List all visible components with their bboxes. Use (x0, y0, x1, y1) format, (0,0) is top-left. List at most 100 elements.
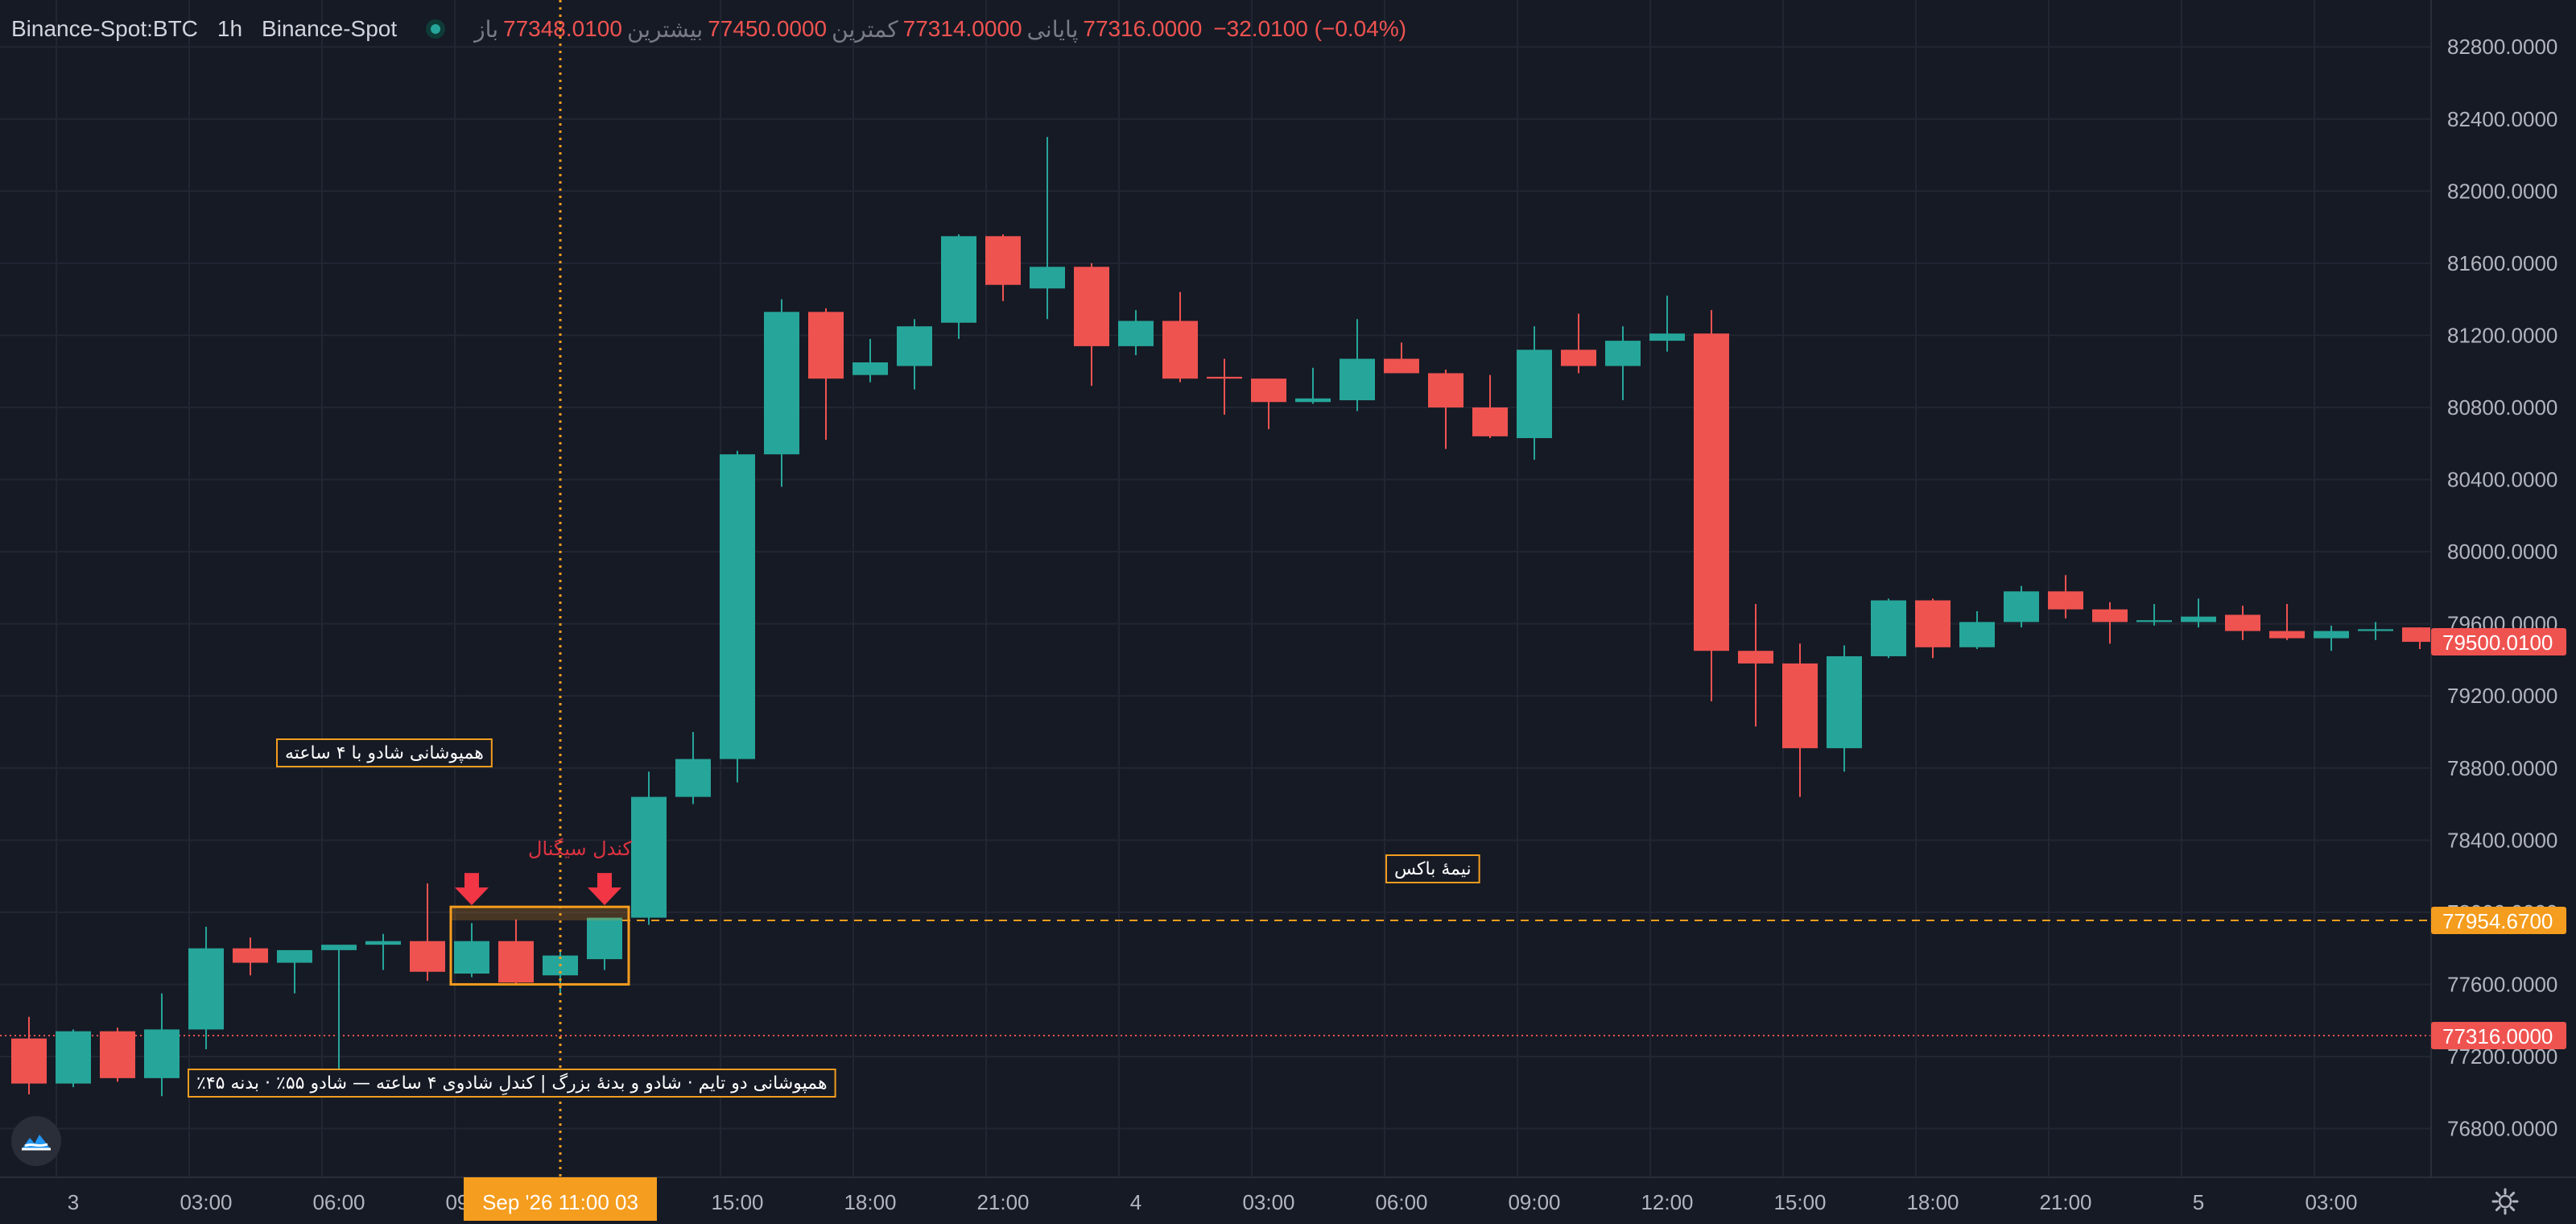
time-tick-label: 21:00 (2039, 1190, 2091, 1214)
time-tick-label: 18:00 (844, 1190, 896, 1214)
candle-body (1782, 663, 1818, 749)
candle (587, 917, 622, 970)
high-label: بیشترین (626, 16, 704, 42)
last-price-badge: 79500.0100 (2442, 631, 2553, 655)
candle-body (2358, 629, 2393, 631)
exchange-name: Binance-Spot (262, 16, 398, 41)
candle-body (2004, 591, 2039, 622)
time-tick-label: 15:00 (711, 1190, 763, 1214)
signal-arrow-icon (588, 873, 621, 906)
candle (720, 450, 755, 783)
candle-body (1118, 320, 1154, 346)
candle-body (2181, 616, 2216, 622)
candle (2358, 622, 2393, 640)
price-tick-label: 81200.0000 (2447, 323, 2557, 347)
candle-body (587, 917, 622, 960)
candle-body (1915, 600, 1951, 647)
candle (1162, 292, 1198, 382)
symbol-name[interactable]: Binance-Spot:BTC (11, 16, 198, 41)
candle-body (1162, 320, 1198, 379)
candle-body (1295, 398, 1331, 403)
candle-body (720, 454, 755, 759)
time-tick-label: 12:00 (1641, 1190, 1693, 1214)
timeframe-label[interactable]: 1h (217, 16, 243, 41)
candle (1340, 319, 1375, 411)
candle-body (1472, 407, 1508, 436)
candle-body (1030, 267, 1065, 289)
candle-body (1384, 358, 1419, 374)
candle-body (2048, 591, 2083, 610)
candle (675, 731, 711, 804)
candle (11, 1016, 47, 1095)
candle (2269, 604, 2305, 640)
time-tick-label: 06:00 (1375, 1190, 1427, 1214)
candle (1782, 643, 1818, 797)
price-levels (0, 920, 2431, 1037)
candle-body (321, 945, 357, 950)
change-value: −32.0100 (−0.04%) (1213, 16, 1407, 41)
candle-body (808, 312, 844, 379)
box-upper-half (451, 907, 629, 921)
candle-body (365, 941, 401, 945)
price-tick-label: 76800.0000 (2447, 1117, 2557, 1141)
price-tick-label: 82000.0000 (2447, 179, 2557, 203)
candle (1384, 342, 1419, 374)
candle (365, 933, 401, 970)
candle (1959, 610, 1995, 650)
candle (1517, 326, 1552, 460)
candle-body (1517, 349, 1552, 439)
candle-body (498, 941, 534, 983)
candle (2004, 585, 2039, 628)
candle (2225, 606, 2260, 640)
chart-grid (0, 0, 2431, 1177)
candle (1605, 326, 1641, 401)
market-status-icon (426, 19, 446, 39)
candle-body (56, 1031, 91, 1084)
price-axis-bg (2431, 0, 2576, 1224)
candle (808, 308, 844, 440)
candle (2048, 575, 2083, 618)
candle (410, 883, 445, 981)
time-axis-bg (0, 1177, 2576, 1224)
open-label: باز (474, 16, 499, 42)
candle-body (1561, 349, 1596, 366)
candle-body (2314, 631, 2349, 639)
half-box-label-frame (1385, 854, 1480, 883)
time-tick-label: 03:00 (2305, 1190, 2357, 1214)
close-label: پایانی (1026, 16, 1079, 42)
candle (2092, 602, 2128, 644)
candle (1561, 313, 1596, 374)
candle-body (2136, 620, 2172, 622)
candle (1428, 369, 1463, 449)
logo-icon[interactable] (11, 1116, 61, 1166)
candle-body (100, 1031, 135, 1078)
candle (852, 338, 888, 382)
candle-body (277, 949, 312, 963)
time-tick-label: 06:00 (312, 1190, 365, 1214)
price-tick-label: 81600.0000 (2447, 251, 2557, 275)
box-level-badge: 77954.6700 (2442, 909, 2553, 933)
candle (2181, 598, 2216, 628)
candle-body (2269, 631, 2305, 639)
candle-body (11, 1038, 47, 1084)
settings-gear-icon[interactable] (2491, 1187, 2520, 1216)
candle-body (985, 236, 1021, 285)
candle-body (1074, 267, 1109, 346)
candle-body (1207, 376, 1242, 379)
candle-body (410, 941, 445, 972)
candle-series (11, 137, 2438, 1097)
high-value: 77450.0000 (708, 16, 828, 41)
candle-body (1871, 600, 1906, 656)
price-tick-label: 80400.0000 (2447, 468, 2557, 492)
summary-label: ٪همپوشانی دو تایم · شادو و بدنهٔ بزرگ | … (196, 1073, 828, 1096)
crosshair-time-badge-bg (464, 1177, 657, 1221)
candle-body (1959, 622, 1995, 647)
open-value: 77348.0100 (503, 16, 622, 41)
box-level-badge-bg (2431, 907, 2566, 935)
price-tick-label: 80800.0000 (2447, 395, 2557, 420)
overlap-4h-label-frame (276, 738, 493, 767)
candle (100, 1028, 135, 1082)
last-price-badge-bg (2431, 628, 2566, 656)
